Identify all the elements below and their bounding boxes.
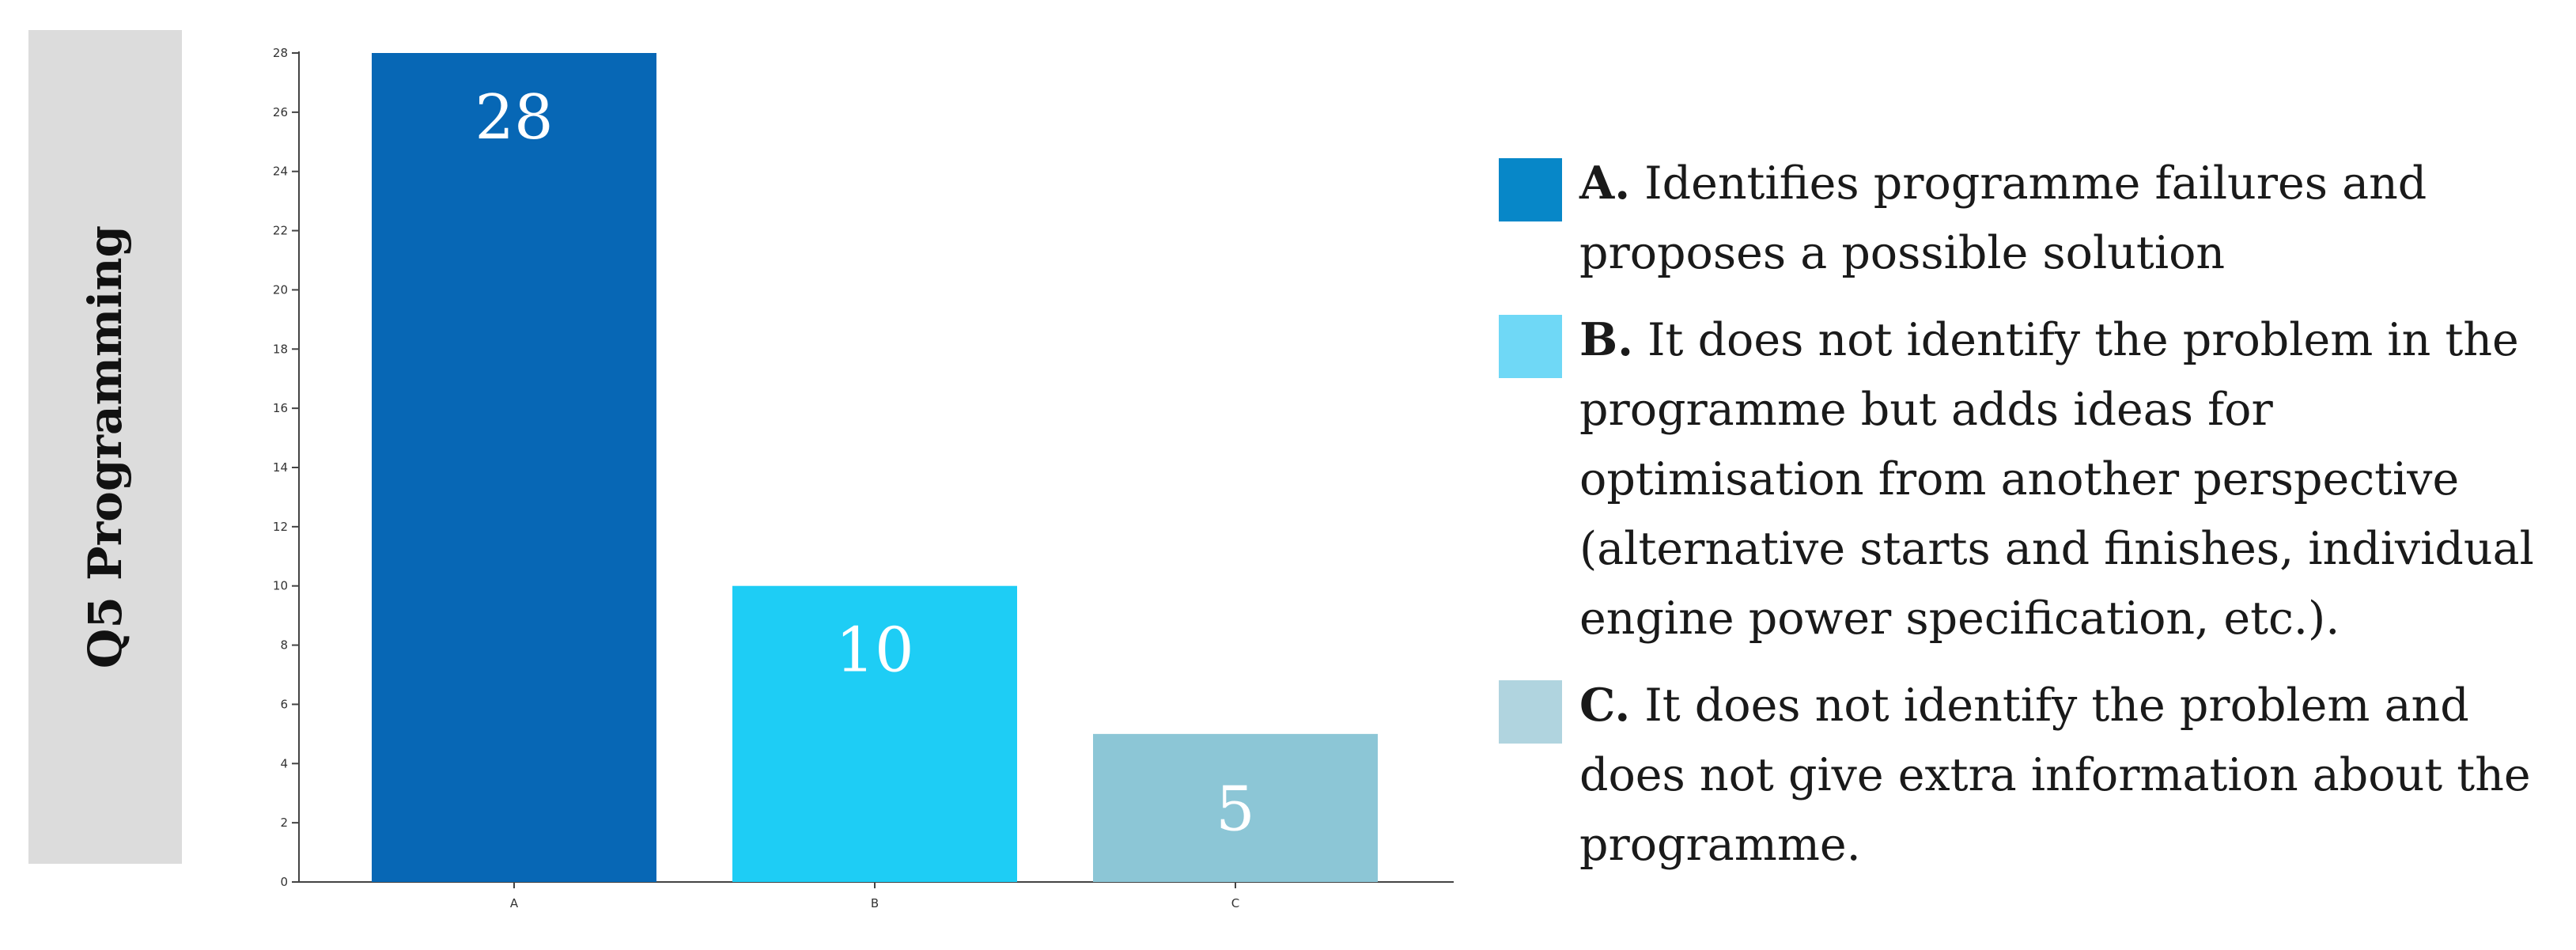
legend-item-a: A. Identifies programme failures and prop… — [1499, 149, 2559, 288]
data-label-c: 5 — [1216, 774, 1255, 845]
y-tick-label: 28 — [273, 46, 288, 60]
y-tick-label: 0 — [280, 875, 288, 889]
y-tick-label: 2 — [280, 816, 288, 830]
legend-text-b: It does not identify the problem in the … — [1579, 314, 2534, 645]
legend-letter-a: A. — [1579, 157, 1631, 210]
y-tick-label: 10 — [273, 579, 288, 593]
data-label-b: 10 — [835, 615, 914, 687]
y-tick-label: 26 — [273, 105, 288, 119]
legend-item-c: C. It does not identify the problem and d… — [1499, 671, 2559, 880]
y-tick-label: 20 — [273, 282, 288, 297]
side-title-panel — [28, 30, 182, 864]
y-tick-label: 8 — [280, 638, 288, 653]
y-tick-label: 22 — [273, 224, 288, 238]
legend-text-a: Identifies programme failures and propos… — [1579, 157, 2427, 279]
legend-letter-b: B. — [1579, 313, 1634, 366]
x-tick-label-a: A — [510, 896, 519, 910]
legend: A. Identifies programme failures and prop… — [1499, 149, 2559, 897]
chart-bars — [372, 53, 1378, 882]
bar-a — [372, 53, 656, 882]
bar-c — [1093, 733, 1378, 882]
y-tick-label: 12 — [273, 520, 288, 534]
chart-data-labels: 28 10 5 — [475, 82, 1254, 845]
y-tick-label: 16 — [273, 401, 288, 415]
y-tick-label: 4 — [280, 756, 288, 770]
x-tick-label-b: B — [871, 896, 879, 910]
legend-letter-c: C. — [1579, 679, 1631, 732]
legend-swatch-c — [1499, 680, 1562, 744]
x-tick-label-c: C — [1231, 896, 1239, 910]
y-tick-label: 24 — [273, 165, 288, 179]
legend-item-b: B. It does not identify the problem in th… — [1499, 305, 2559, 653]
legend-text-c: It does not identify the problem and doe… — [1579, 679, 2531, 871]
y-tick-label: 6 — [280, 697, 288, 711]
legend-swatch-a — [1499, 158, 1562, 221]
y-tick-label: 18 — [273, 342, 288, 356]
data-label-a: 28 — [475, 82, 553, 153]
bar-b — [732, 585, 1017, 882]
y-tick-label: 14 — [273, 460, 288, 475]
legend-swatch-b — [1499, 315, 1562, 378]
